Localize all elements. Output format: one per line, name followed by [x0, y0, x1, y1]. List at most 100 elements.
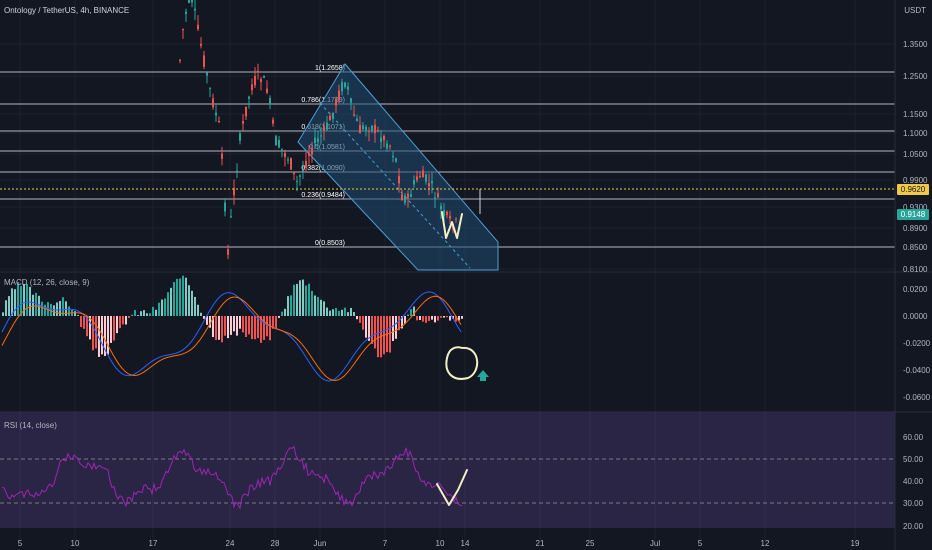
rsi-axis[interactable]: 60.00 50.00 40.00 30.00 20.00 — [903, 433, 924, 531]
macd-histogram-bar — [158, 302, 160, 316]
price-tick-label: 0.8500 — [903, 243, 928, 252]
v-annotation — [436, 469, 468, 506]
macd-histogram-bar — [260, 316, 262, 343]
macd-histogram-bar — [305, 285, 307, 316]
macd-histogram-bar — [347, 312, 349, 316]
macd-histogram-bar — [344, 307, 346, 316]
macd-histogram-bar — [461, 316, 463, 319]
macd-histogram-bar — [59, 300, 61, 316]
rsi-tick-label: 30.00 — [903, 499, 924, 508]
candle-body — [359, 124, 361, 134]
macd-histogram-bar — [131, 314, 133, 316]
candle-body — [242, 121, 244, 124]
macd-pane[interactable] — [1, 275, 489, 382]
price-tick-label: 0.9300 — [903, 203, 928, 212]
time-tick-label: 10 — [71, 539, 80, 548]
macd-histogram-bar — [287, 296, 289, 316]
candle-body — [308, 152, 310, 156]
currency-label: USDT — [904, 6, 926, 15]
price-tick-label: 0.8100 — [903, 265, 928, 274]
macd-histogram-bar — [176, 278, 178, 316]
macd-histogram-bar — [281, 311, 283, 316]
candle-body — [449, 215, 451, 219]
macd-histogram-bar — [434, 316, 436, 323]
macd-histogram-bar — [254, 316, 256, 340]
macd-histogram-bar — [242, 316, 244, 333]
macd-histogram-bar — [314, 295, 316, 316]
candle-body — [203, 55, 205, 67]
macd-histogram-bar — [413, 306, 415, 316]
candle-body — [239, 133, 241, 141]
macd-histogram-bar — [50, 303, 52, 316]
macd-histogram-bar — [257, 316, 259, 339]
candle-body — [299, 175, 301, 177]
candle-body — [407, 193, 409, 198]
candle-body — [302, 169, 304, 173]
macd-histogram-bar — [140, 311, 142, 316]
candle-body — [221, 153, 223, 159]
macd-histogram-bar — [428, 316, 430, 321]
macd-histogram-bar — [56, 302, 58, 316]
macd-histogram-bar — [38, 295, 40, 316]
macd-histogram-bar — [53, 305, 55, 316]
macd-tick-label: -0.0600 — [903, 393, 931, 402]
macd-histogram-bar — [227, 316, 229, 339]
candle-body — [281, 148, 283, 150]
macd-histogram-bar — [221, 316, 223, 343]
macd-histogram-bar — [185, 277, 187, 316]
candle-body — [278, 139, 280, 148]
channel-midline — [319, 102, 471, 269]
macd-axis[interactable]: 0.0200 0.0000 -0.0200 -0.0400 -0.0600 — [903, 285, 931, 402]
rsi-tick-label: 20.00 — [903, 522, 924, 531]
candle-body — [410, 194, 412, 197]
candle-body — [395, 158, 397, 162]
price-pane[interactable]: 1(1.2658)0.786(1.1769)0.618(1.1071)0.5(1… — [0, 0, 895, 271]
macd-histogram-bar — [359, 316, 361, 323]
macd-histogram-bar — [416, 316, 418, 321]
macd-histogram-bar — [164, 298, 166, 316]
candle-body — [431, 181, 433, 184]
time-tick-label: 21 — [536, 539, 545, 548]
candle-body — [416, 176, 418, 181]
macd-histogram-bar — [203, 316, 205, 319]
rsi-background — [0, 412, 895, 528]
candle-body — [428, 183, 430, 187]
price-tick-label: 1.2500 — [903, 72, 928, 81]
macd-histogram-bar — [335, 307, 337, 316]
time-tick-label: Jun — [314, 539, 327, 548]
time-axis[interactable]: 5 10 17 24 28 Jun 7 10 14 21 25 Jul 5 12 19 — [18, 539, 860, 548]
rsi-pane[interactable] — [0, 412, 895, 528]
price-tick-label: 1.3500 — [903, 40, 928, 49]
macd-histogram-bar — [62, 297, 64, 316]
macd-histogram-bar — [113, 316, 115, 341]
macd-tick-label: -0.0200 — [903, 339, 931, 348]
macd-histogram-bar — [128, 316, 130, 318]
descending-channel[interactable] — [297, 63, 499, 271]
candle-body — [269, 98, 271, 105]
macd-histogram-bar — [41, 301, 43, 316]
macd-title: MACD (12, 26, close, 9) — [4, 278, 90, 287]
candle-body — [443, 210, 445, 217]
rsi-tick-label: 60.00 — [903, 433, 924, 442]
macd-histogram-bar — [431, 316, 433, 320]
macd-histogram-bar — [170, 287, 172, 316]
macd-histogram-bar — [332, 309, 334, 316]
macd-histogram-bar — [161, 299, 163, 316]
time-tick-label: Jul — [650, 539, 660, 548]
macd-histogram-bar — [239, 316, 241, 329]
candle-body — [284, 153, 286, 158]
up-arrow-icon — [477, 370, 489, 381]
macd-histogram-bar — [182, 275, 184, 316]
candle-body — [254, 76, 256, 86]
rsi-tick-label: 40.00 — [903, 477, 924, 486]
macd-histogram-bar — [29, 286, 31, 316]
candle-body — [233, 188, 235, 196]
candle-body — [353, 114, 355, 116]
macd-histogram-bar — [308, 283, 310, 316]
macd-histogram-bar — [179, 278, 181, 316]
macd-histogram-bar — [14, 289, 16, 316]
macd-histogram-bar — [368, 316, 370, 341]
price-axis[interactable]: 1.3500 1.2500 1.1500 1.1000 1.0500 0.9900 0.93… — [903, 40, 928, 274]
macd-histogram-bar — [365, 316, 367, 338]
